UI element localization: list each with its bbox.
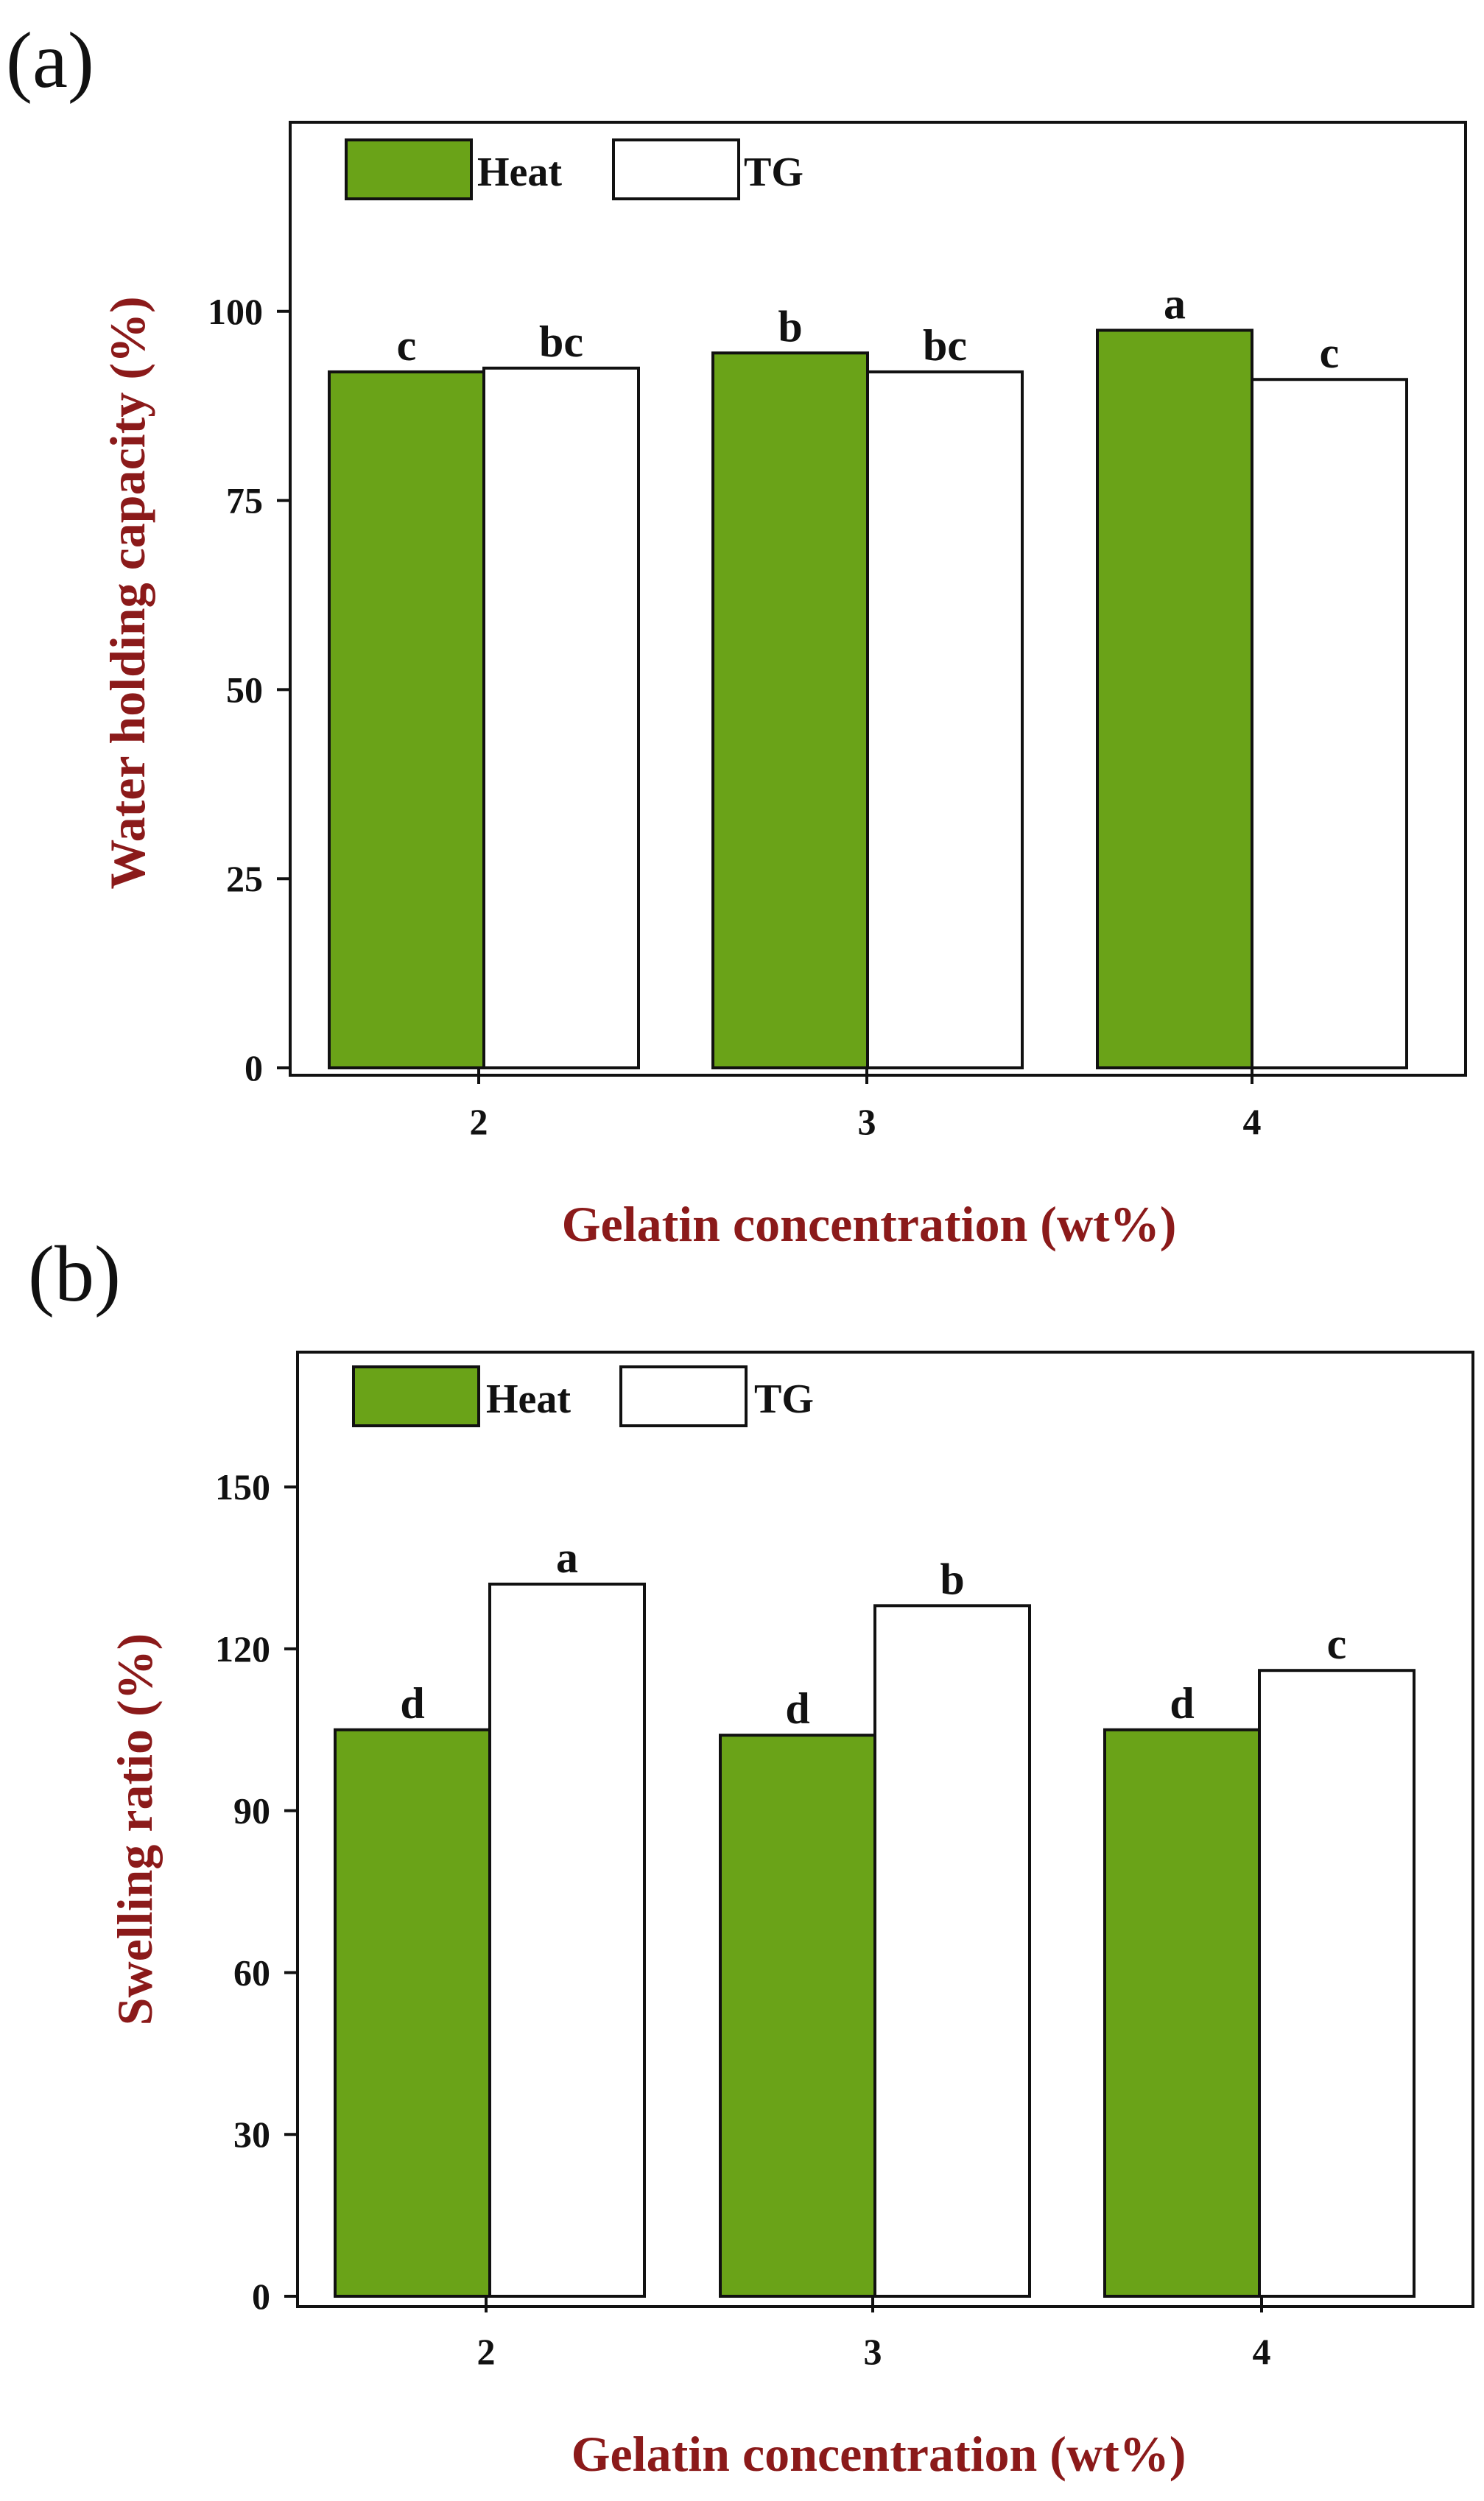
significance-label: b	[940, 1555, 964, 1603]
significance-labels: c b a bc bc c	[397, 279, 1340, 377]
significance-label: a	[556, 1533, 578, 1582]
y-tick-label: 0	[245, 1047, 263, 1088]
significance-label: d	[785, 1684, 809, 1733]
bar-tg-2	[488, 1583, 646, 2298]
x-axis-ticks: 2 3 4	[470, 1068, 1262, 1142]
y-tick-label: 25	[226, 858, 263, 899]
significance-label: c	[1320, 328, 1340, 377]
x-tick-label: 3	[858, 1101, 876, 1142]
significance-label: a	[1164, 279, 1186, 328]
bars	[328, 328, 1408, 1070]
significance-label: b	[778, 302, 802, 351]
y-tick-label: 100	[208, 291, 263, 332]
legend-label-heat: Heat	[477, 150, 562, 195]
legend-swatch-tg	[619, 1365, 748, 1427]
y-axis-title: Water holding capacity (%)	[99, 296, 155, 889]
panel-label: (a)	[6, 17, 94, 105]
bar-tg-3	[866, 370, 1024, 1069]
bars	[334, 1583, 1416, 2298]
legend: Heat TG	[352, 1365, 814, 1427]
bar-tg-4	[1251, 378, 1408, 1069]
bar-heat-3	[719, 1734, 876, 2298]
legend: Heat TG	[345, 138, 803, 200]
bar-heat-2	[334, 1728, 491, 2298]
panel-a: (a) 0 25 50 75 100 2 3 4 c b a bc bc c Gelatin conc…	[6, 17, 1467, 1252]
legend-label-heat: Heat	[486, 1376, 571, 1422]
y-tick-label: 60	[233, 1952, 270, 1993]
y-tick-label: 75	[226, 480, 263, 521]
y-axis-ticks: 0 30 60 90 120 150	[215, 1466, 298, 2317]
bar-tg-3	[873, 1604, 1031, 2298]
bar-heat-4	[1096, 328, 1253, 1070]
y-tick-label: 50	[226, 669, 263, 710]
bar-heat-4	[1103, 1728, 1261, 2298]
panel-b: (b) 0 30 60 90 120 150 2 3 4 d d d a b c Gelatin con…	[28, 1231, 1474, 2482]
bar-heat-2	[328, 370, 485, 1069]
panel-label: (b)	[28, 1231, 121, 1318]
y-tick-label: 30	[233, 2114, 270, 2155]
significance-label: bc	[923, 321, 967, 370]
significance-label: bc	[539, 317, 583, 366]
bar-tg-4	[1258, 1669, 1416, 2298]
x-axis-title: Gelatin concentration (wt%)	[572, 2426, 1186, 2482]
significance-labels: d d d a b c	[400, 1533, 1346, 1733]
significance-label: c	[397, 321, 417, 370]
x-axis-ticks: 2 3 4	[477, 2296, 1271, 2372]
legend-label-tg: TG	[744, 150, 803, 195]
significance-label: d	[400, 1679, 424, 1728]
y-tick-label: 0	[252, 2276, 270, 2317]
y-tick-label: 120	[215, 1628, 270, 1670]
legend-swatch-heat	[345, 138, 473, 200]
x-tick-label: 3	[864, 2331, 882, 2372]
x-axis-title: Gelatin concentration (wt%)	[562, 1196, 1177, 1252]
legend-swatch-tg	[612, 138, 740, 200]
significance-label: c	[1327, 1619, 1347, 1668]
x-tick-label: 2	[477, 2331, 496, 2372]
y-axis-title: Swelling ratio (%)	[107, 1633, 163, 2026]
significance-label: d	[1170, 1679, 1194, 1728]
x-tick-label: 2	[470, 1101, 488, 1142]
legend-label-tg: TG	[754, 1376, 814, 1422]
legend-swatch-heat	[352, 1365, 480, 1427]
bar-tg-2	[482, 366, 640, 1069]
x-tick-label: 4	[1253, 2331, 1271, 2372]
plot-frame	[289, 121, 1467, 1077]
x-tick-label: 4	[1243, 1101, 1262, 1142]
bar-heat-3	[711, 351, 869, 1069]
y-tick-label: 90	[233, 1790, 270, 1832]
plot-frame	[296, 1351, 1474, 2308]
y-tick-label: 150	[215, 1466, 270, 1508]
y-axis-ticks: 0 25 50 75 100	[208, 291, 290, 1088]
